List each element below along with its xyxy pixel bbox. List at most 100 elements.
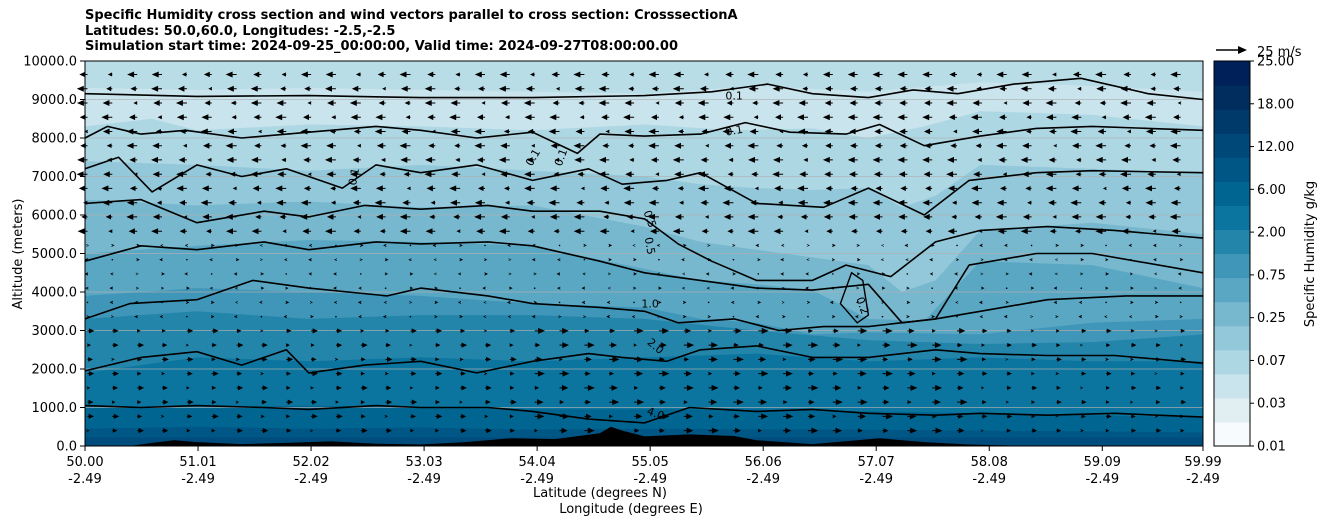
wind-vector-858 [907,427,918,434]
wind-vector-1084 [1098,171,1107,177]
wind-vector-1070 [1106,371,1112,376]
wind-vector-591 [629,157,635,162]
wind-vector-204 [253,114,262,120]
wind-vector-198 [256,200,262,205]
wind-vector-1165 [1170,128,1181,135]
wind-vector-564 [598,171,610,178]
wind-vector-1033 [1048,157,1057,163]
wind-vector-908 [924,85,933,92]
wind-vector-410 [454,143,461,149]
wind-vector-1062 [1071,114,1082,121]
wind-vector-544 [574,85,585,92]
wind-vector-454 [508,258,512,261]
wind-vector-101 [153,100,162,106]
wind-vector-653 [708,384,719,391]
wind-vector-796 [823,199,833,206]
wind-vector-54 [137,400,142,405]
wind-vector-346 [409,315,412,318]
wind-vector-501 [559,327,569,334]
wind-vector-1075 [1105,301,1107,304]
wind-vector-864 [907,342,918,349]
wind-vector-628 [683,370,693,377]
wind-vector-167 [233,272,238,276]
wind-vector-484 [526,199,535,206]
wind-vector-367 [435,385,440,390]
wind-vector-799 [822,156,833,163]
wind-vector-678 [733,399,744,406]
wind-vector-836 [882,370,893,377]
wind-vector-561 [603,214,610,220]
wind-vector-201 [251,156,262,163]
wind-vector-7 [87,328,95,334]
wind-vector-922 [956,258,960,262]
wind-vector-74 [129,114,138,121]
wind-vector-685 [730,300,735,304]
wind-vector-1092 [1131,428,1137,433]
wind-vector-453 [508,272,512,276]
wind-vector-247 [308,243,312,247]
wind-vector-145 [202,213,212,220]
wind-vector-965 [1006,385,1012,390]
colorbar-segment-1 [1214,397,1250,423]
wind-vector-817 [857,272,861,276]
wind-vector-1158 [1171,228,1181,235]
wind-vector-468 [534,428,538,433]
wind-vector-618 [648,142,659,149]
wind-vector-549 [609,384,618,391]
wind-vector-160 [236,371,243,376]
wind-vector-255 [300,128,312,135]
wind-vector-543 [578,100,585,106]
wind-vector-197 [255,214,262,220]
wind-vector-1120 [1155,400,1161,405]
wind-vector-107 [186,386,190,390]
wind-vector-1090 [1096,85,1107,92]
wind-vector-567 [605,129,610,134]
wind-vector-940 [981,371,988,376]
wind-vector-491 [523,100,535,106]
wind-vector-820 [851,228,858,234]
wind-vector-402 [459,258,464,262]
wind-vector-162 [236,342,244,348]
wind-vector-109 [186,356,194,362]
wind-vector-296 [358,286,362,290]
wind-vector-755 [808,413,816,419]
wind-vector-704 [758,399,768,406]
wind-vector-308 [350,114,361,121]
wind-vector-786 [832,342,841,348]
wind-vector-1164 [1169,142,1181,149]
wind-vector-108 [186,371,193,376]
wind-vector-55 [137,385,145,391]
wind-vector-358 [399,142,411,149]
x-tick-label-lon-4: -2.49 [520,472,554,487]
wind-vector-393 [460,385,467,391]
wind-vector-1043 [1080,386,1084,390]
wind-vector-535 [573,213,585,220]
wind-vector-263 [335,385,342,391]
wind-vector-1161 [1174,185,1181,191]
wind-vector-713 [757,273,760,275]
wind-vector-1067 [1106,414,1112,419]
wind-vector-275 [326,213,336,220]
wind-vector-47 [102,128,113,135]
contour-line-4 [84,241,1204,324]
wind-vector-265 [335,357,339,361]
wind-vector-1132 [1152,229,1157,233]
wind-vector-793 [832,243,836,248]
wind-vector-102 [151,85,162,92]
wind-vector-688 [732,258,735,261]
wind-vector-714 [757,258,761,262]
wind-vector-1025 [1054,272,1058,276]
wind-vector-630 [683,342,695,349]
wind-vector-642 [674,171,684,178]
wind-vector-514 [550,142,560,149]
wind-vector-128 [177,85,187,92]
wind-vector-600 [658,399,666,405]
wind-vector-720 [751,171,759,177]
y-tick-label-7: 7000.0 [32,170,78,185]
y-tick-label-1: 1000.0 [32,401,78,416]
wind-vector-883 [897,71,908,78]
wind-vector-649 [673,71,684,78]
wind-vector-533 [583,243,587,247]
wind-vector-425 [483,301,487,304]
wind-vector-186 [260,372,264,376]
